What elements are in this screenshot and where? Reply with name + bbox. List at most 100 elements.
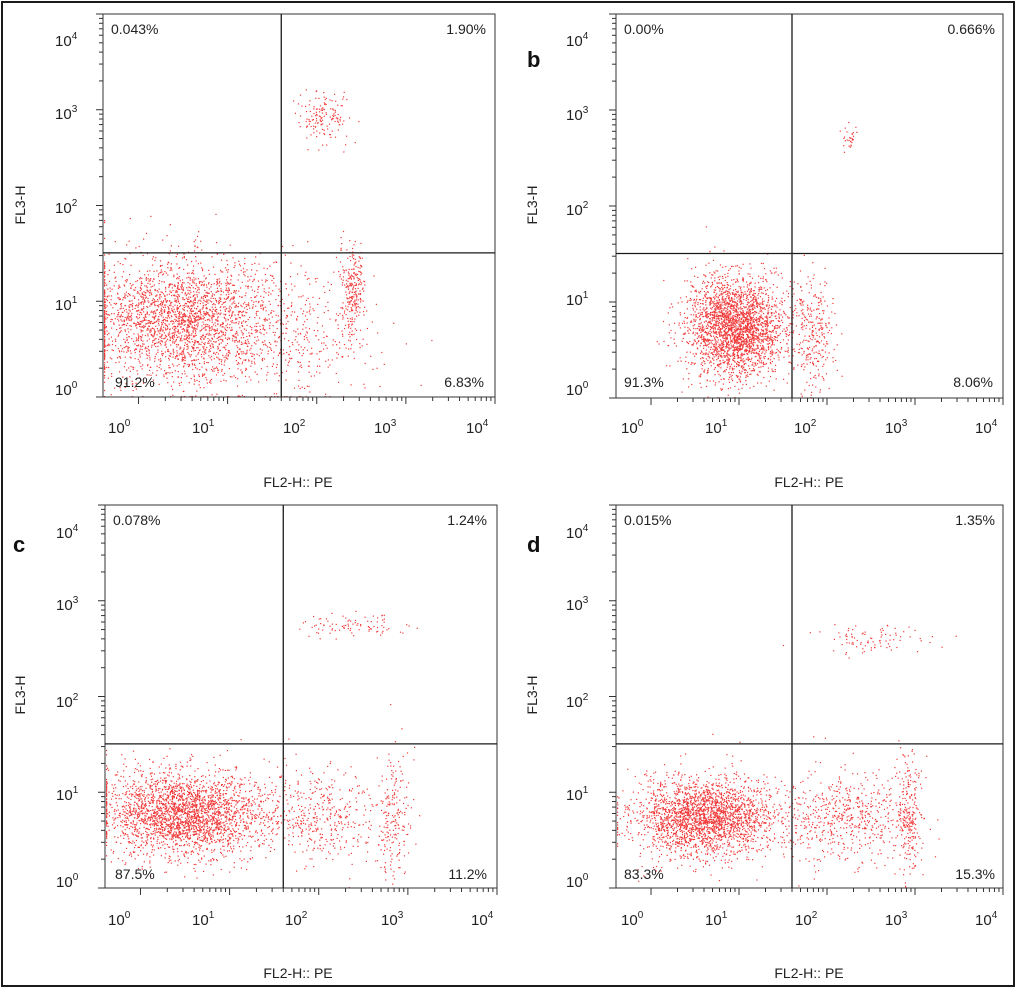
event-dot	[136, 370, 138, 372]
event-dot	[344, 328, 346, 330]
event-dot	[272, 325, 274, 327]
event-dot	[146, 306, 148, 308]
event-dot	[156, 309, 158, 311]
event-dot	[701, 326, 703, 328]
event-dot	[254, 262, 256, 264]
event-dot	[751, 349, 753, 351]
event-dot	[183, 347, 185, 349]
event-dot	[159, 312, 161, 314]
event-dot	[288, 353, 290, 355]
event-dot	[286, 314, 288, 317]
event-dot	[163, 309, 166, 311]
event-dot	[354, 328, 356, 330]
event-dot	[729, 328, 731, 330]
event-dot	[160, 330, 162, 332]
event-dot	[146, 354, 148, 356]
event-dot	[245, 367, 247, 369]
event-dot	[130, 329, 132, 331]
event-dot	[123, 319, 125, 321]
event-dot	[351, 321, 353, 323]
event-dot	[192, 287, 194, 289]
event-dot	[205, 329, 207, 331]
event-dot	[724, 318, 726, 320]
event-dot	[337, 327, 339, 330]
event-dot	[767, 312, 769, 314]
event-dot	[104, 289, 106, 291]
event-dot	[213, 352, 215, 354]
event-dot	[707, 341, 709, 343]
event-dot	[770, 363, 772, 365]
event-dot	[207, 302, 209, 304]
event-dot	[255, 323, 257, 325]
event-dot	[130, 264, 132, 266]
event-dot	[781, 304, 783, 306]
event-dot	[259, 317, 261, 319]
event-dot	[153, 316, 155, 318]
event-dot	[309, 121, 311, 123]
event-dot	[124, 324, 126, 326]
event-dot	[194, 318, 196, 320]
event-dot	[233, 266, 235, 269]
event-dot	[185, 320, 187, 322]
event-dot	[189, 293, 191, 295]
event-dot	[198, 319, 200, 321]
event-dot	[269, 303, 271, 305]
event-dot	[307, 149, 309, 151]
event-dot	[261, 360, 264, 362]
event-dot	[104, 331, 106, 333]
event-dot	[360, 301, 362, 303]
event-dot	[200, 338, 202, 341]
event-dot	[325, 335, 328, 337]
event-dot	[104, 328, 106, 330]
event-dot	[324, 103, 326, 106]
event-dot	[232, 296, 234, 298]
event-dot	[114, 318, 116, 320]
event-dot	[322, 119, 324, 121]
event-dot	[260, 304, 262, 306]
event-dot	[764, 356, 766, 358]
event-dot	[192, 269, 194, 272]
event-dot	[180, 326, 182, 328]
event-dot	[696, 337, 698, 339]
event-dot	[740, 308, 742, 310]
event-dot	[144, 297, 147, 299]
event-dot	[217, 346, 219, 348]
event-dot	[713, 319, 715, 321]
event-dot	[229, 244, 231, 246]
event-dot	[724, 301, 726, 303]
event-dot	[279, 300, 281, 303]
event-dot	[736, 306, 738, 308]
event-dot	[762, 340, 764, 342]
event-dot	[722, 287, 724, 289]
event-dot	[749, 322, 751, 324]
event-dot	[104, 320, 106, 322]
event-dot	[149, 331, 151, 333]
event-dot	[243, 352, 245, 354]
event-dot	[168, 253, 170, 255]
event-dot	[317, 303, 319, 305]
event-dot	[194, 302, 196, 304]
event-dot	[783, 378, 785, 380]
event-dot	[704, 294, 706, 296]
event-dot	[737, 308, 740, 310]
event-dot	[205, 278, 207, 280]
event-dot	[770, 351, 772, 353]
event-dot	[160, 315, 163, 317]
event-dot	[725, 328, 727, 330]
event-dot	[353, 258, 355, 260]
event-dot	[200, 330, 202, 332]
event-dot	[351, 324, 353, 326]
event-dot	[717, 276, 719, 278]
event-dot	[153, 382, 155, 384]
event-dot	[214, 333, 217, 335]
event-dot	[153, 318, 155, 320]
event-dot	[195, 283, 197, 285]
event-dot	[211, 328, 213, 330]
event-dot	[281, 298, 283, 300]
event-dot	[180, 339, 182, 341]
event-dot	[337, 117, 339, 119]
event-dot	[177, 331, 179, 333]
event-dot	[792, 332, 794, 334]
event-dot	[350, 348, 352, 350]
event-dot	[159, 336, 161, 338]
